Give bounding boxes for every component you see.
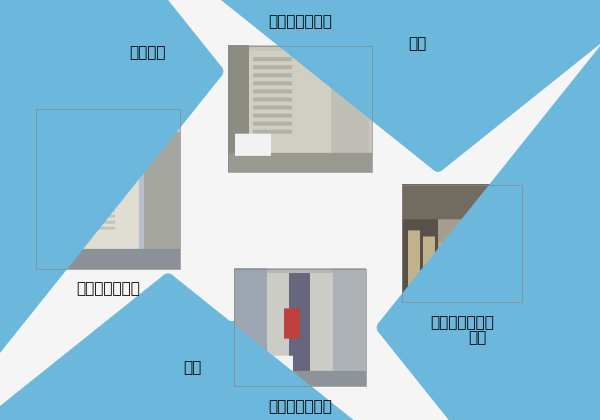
Text: 【ステップ１】: 【ステップ１】 xyxy=(268,14,332,29)
Text: 撤去: 撤去 xyxy=(408,37,426,52)
Text: 回収: 回収 xyxy=(468,331,486,346)
Bar xyxy=(234,269,366,386)
Text: 【ステップ３】: 【ステップ３】 xyxy=(268,399,332,414)
Text: 更新: 更新 xyxy=(183,360,201,375)
Text: 【ステップ４】: 【ステップ４】 xyxy=(76,281,140,297)
Text: 【ステップ２】: 【ステップ２】 xyxy=(430,315,494,330)
Bar xyxy=(36,109,180,269)
Bar xyxy=(228,46,372,172)
Bar xyxy=(402,185,522,302)
Text: 年月経過: 年月経過 xyxy=(129,45,165,60)
